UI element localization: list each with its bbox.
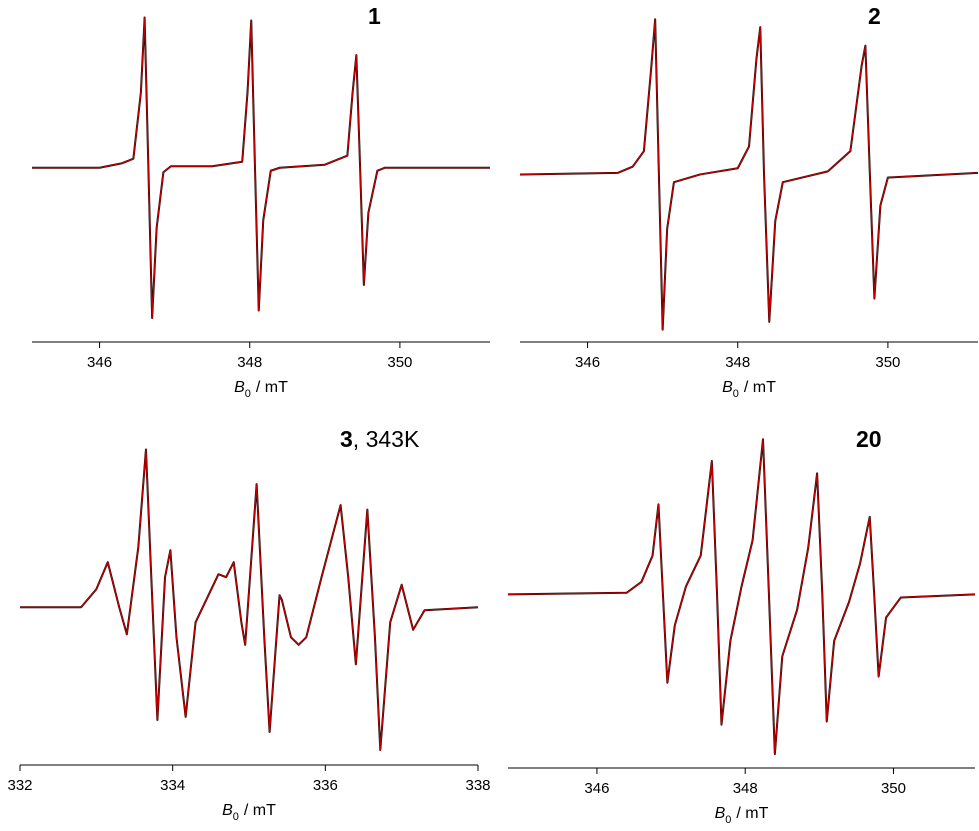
panel-title: 1 [368,3,381,29]
x-axis-symbol: B [234,379,245,396]
panel: 346 348 350 B0 / mT 1 [32,3,490,400]
x-axis-label: B0 / mT [234,379,288,400]
panel-title: 20 [856,426,882,452]
spectrum-line [32,16,490,319]
x-tick-label: 350 [881,780,906,797]
x-tick-label: 348 [733,780,758,797]
x-axis-unit: / mT [244,802,276,819]
x-axis-symbol: B [222,802,233,819]
x-tick-label: 350 [387,354,412,371]
panel-condition: , 343K [353,426,420,452]
x-tick-label: 350 [875,354,900,371]
panel-number: 20 [856,426,882,452]
x-axis-subscript: 0 [733,388,739,400]
panel: 346 348 350 B0 / mT 20 [507,426,976,826]
panel-number: 2 [868,3,881,29]
panel-title: 3, 343K [340,426,420,452]
panel-title: 2 [868,3,881,29]
panel: 332 334 336 338 B0 / mT 3, 343K [7,426,490,823]
x-axis-unit: / mT [744,379,776,396]
x-tick-label: 346 [584,780,609,797]
x-tick-label: 348 [237,354,262,371]
panel-number: 1 [368,3,381,29]
spectrum-line [519,18,979,331]
x-axis-label: B0 / mT [722,379,776,400]
x-axis-subscript: 0 [245,388,251,400]
x-axis-symbol: B [715,805,726,822]
x-tick-label: 346 [575,354,600,371]
x-axis-symbol: B [722,379,733,396]
x-tick-label: 332 [7,777,32,794]
panel: 346 348 350 B0 / mT 2 [519,3,979,400]
x-tick-label: 334 [160,777,185,794]
spectrum-line [507,438,976,755]
panel-number: 3 [340,426,353,452]
x-tick-label: 348 [725,354,750,371]
x-axis-subscript: 0 [725,814,731,826]
spectrum-line [20,448,479,751]
x-tick-label: 336 [313,777,338,794]
spectrum-line [519,18,979,331]
x-axis-unit: / mT [736,805,768,822]
x-axis-subscript: 0 [233,811,239,823]
x-tick-label: 338 [465,777,490,794]
x-tick-label: 346 [87,354,112,371]
x-axis-unit: / mT [256,379,288,396]
x-axis-label: B0 / mT [715,805,769,826]
x-axis-label: B0 / mT [222,802,276,823]
